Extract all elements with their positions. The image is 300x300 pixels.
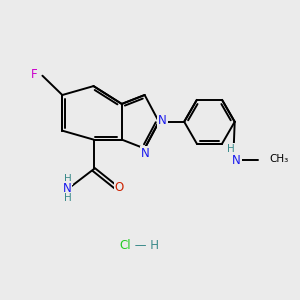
Text: H: H [227, 144, 235, 154]
Text: N: N [62, 182, 71, 195]
Text: H: H [64, 193, 72, 203]
Text: N: N [141, 147, 150, 161]
Text: O: O [115, 181, 124, 194]
Text: N: N [158, 114, 167, 127]
Text: CH₃: CH₃ [269, 154, 288, 164]
Text: Cl: Cl [119, 238, 131, 252]
Text: N: N [232, 154, 241, 167]
Text: — H: — H [131, 238, 159, 252]
Text: H: H [64, 174, 72, 184]
Text: F: F [31, 68, 38, 81]
